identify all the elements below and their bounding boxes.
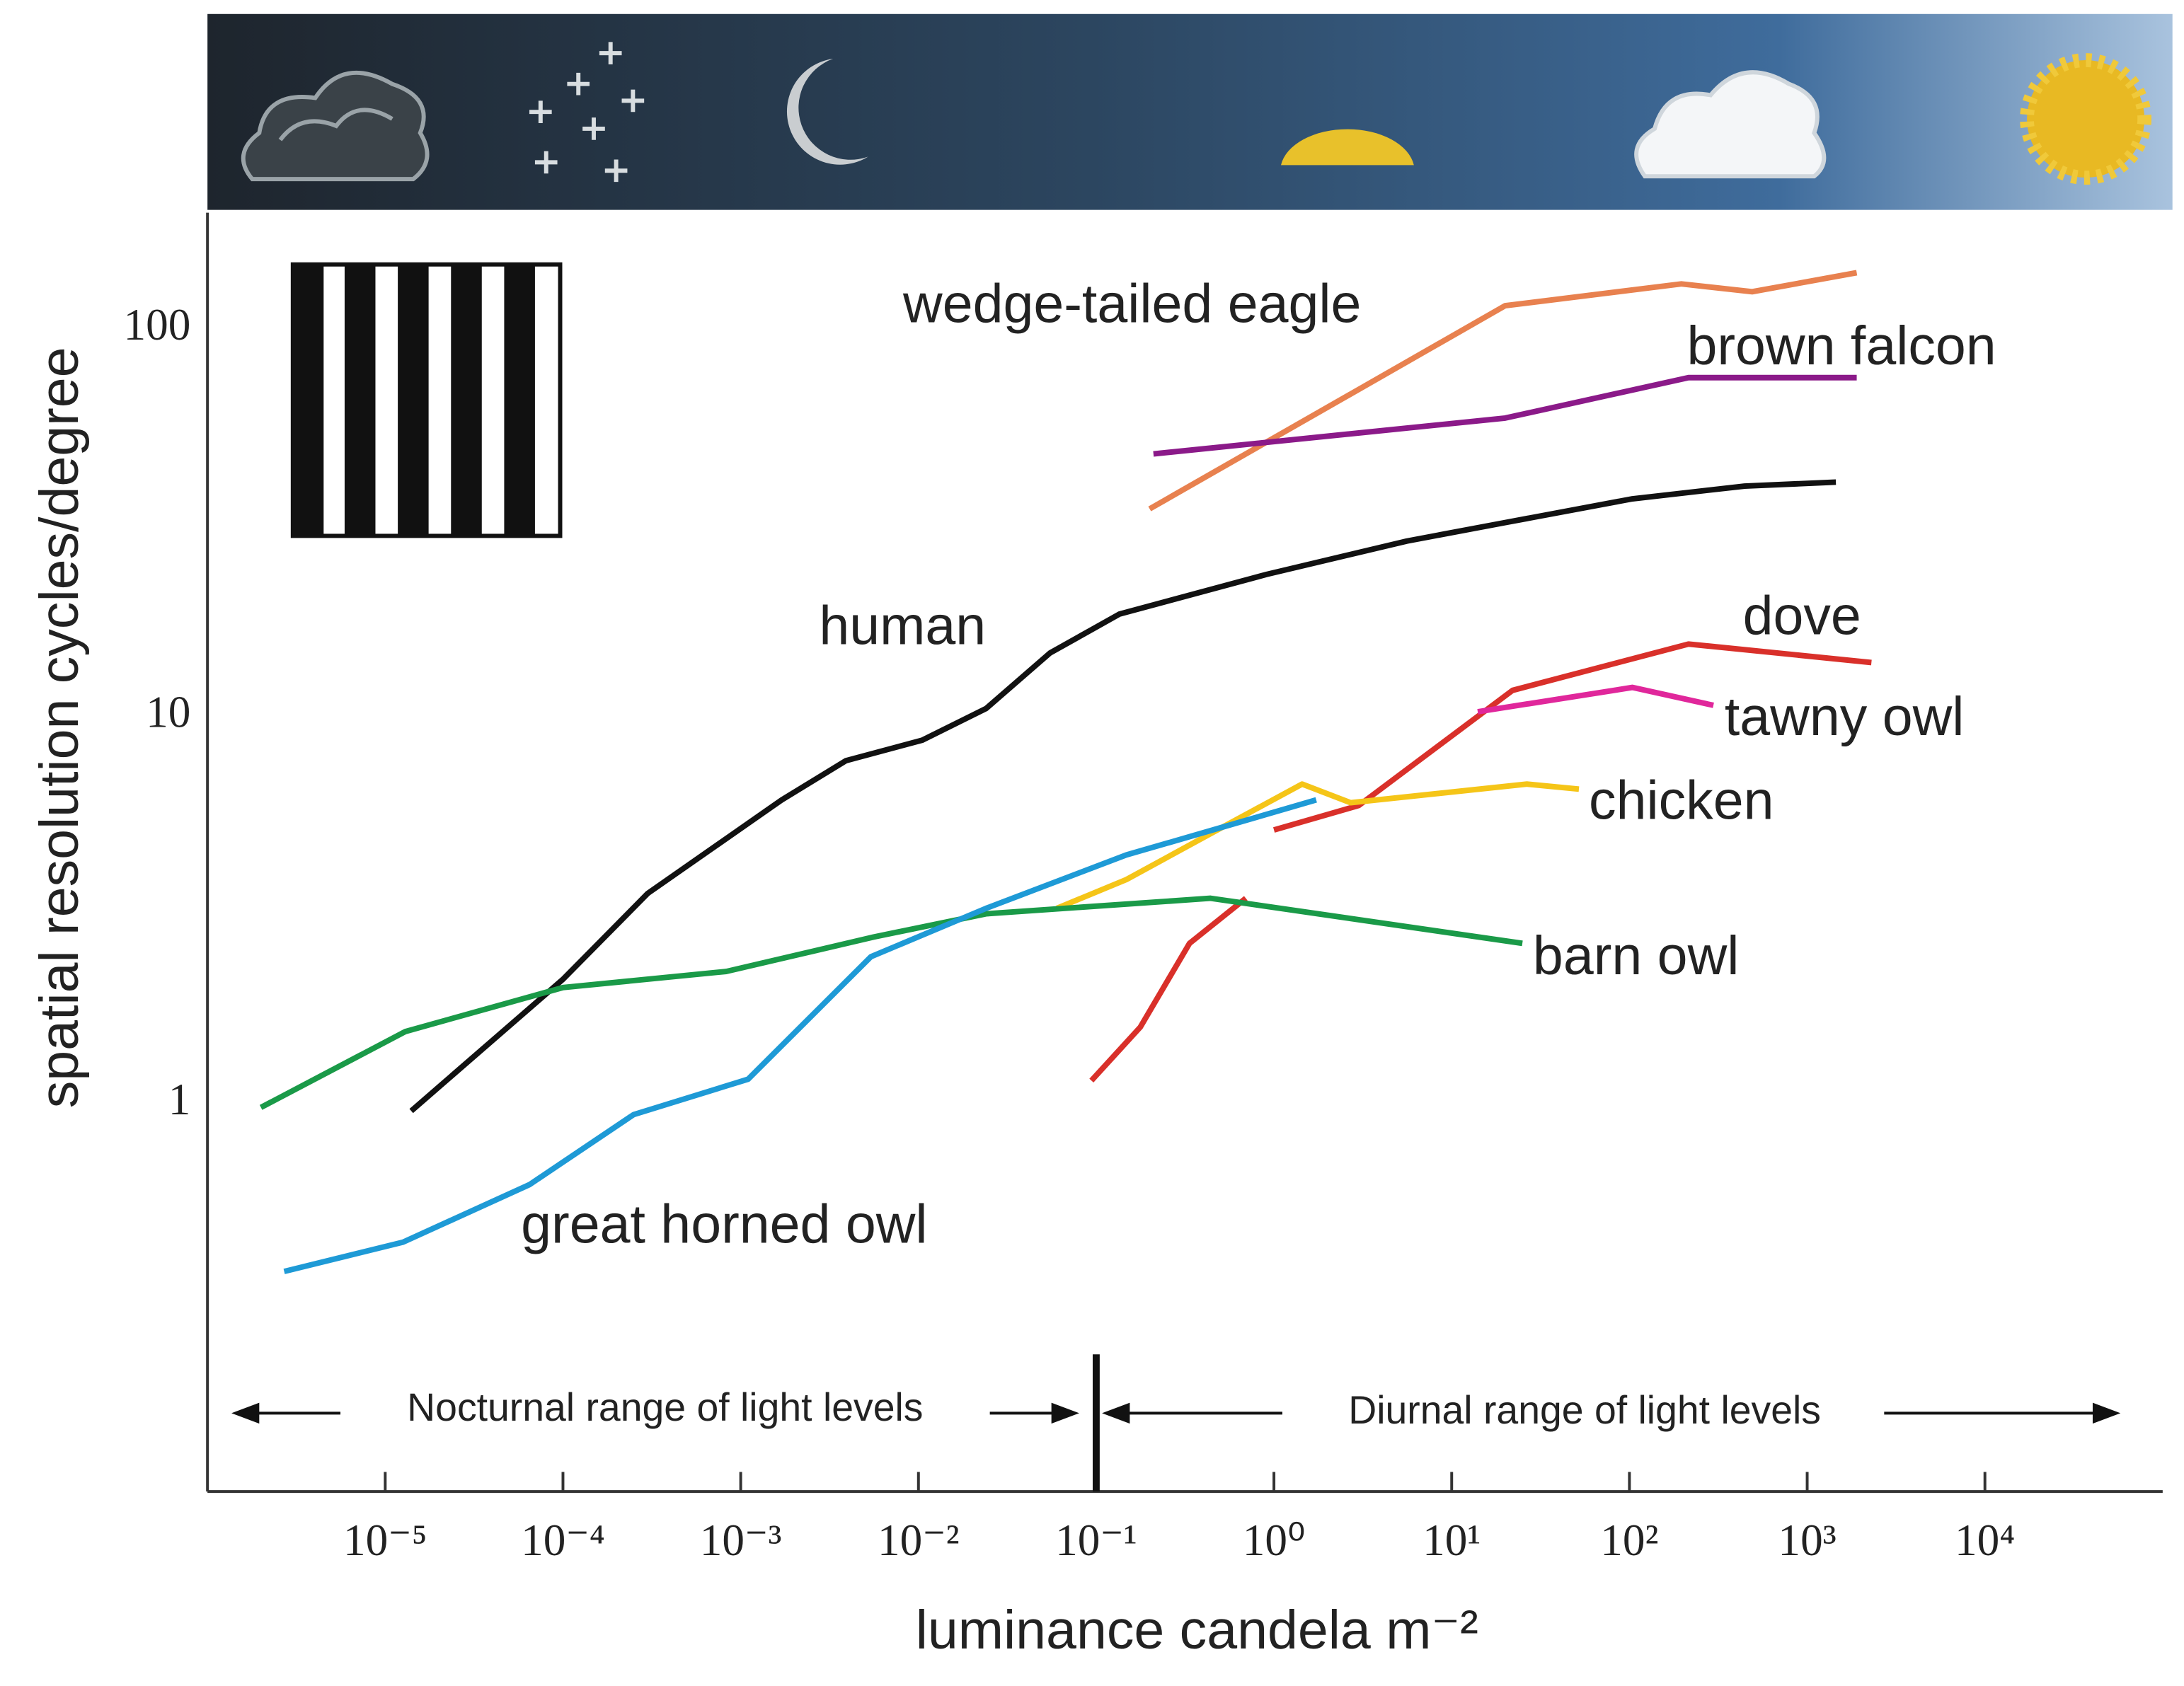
series-line bbox=[409, 479, 1837, 1114]
x-tick-label: 10¹ bbox=[1423, 1515, 1481, 1565]
sky-banner bbox=[207, 13, 2173, 210]
y-axis-label: spatial resolution cycles/degree bbox=[29, 347, 90, 1108]
grating-icon bbox=[290, 262, 563, 538]
series-label: tawny owl bbox=[1725, 686, 1965, 747]
series-label: barn owl bbox=[1533, 925, 1739, 986]
series-line bbox=[1153, 374, 1857, 457]
annotation: Diurnal range of light levels bbox=[1348, 1388, 1821, 1432]
y-tick-label: 1 bbox=[168, 1075, 191, 1124]
series-line bbox=[1089, 641, 1872, 1082]
series-line bbox=[1055, 781, 1580, 911]
series-label: human bbox=[819, 595, 986, 656]
x-tick-label: 10³ bbox=[1778, 1515, 1836, 1565]
series-line bbox=[283, 797, 1317, 1274]
x-tick-label: 10⁻² bbox=[878, 1515, 960, 1565]
y-tick-label: 10 bbox=[146, 688, 190, 737]
series-line bbox=[1148, 270, 1858, 512]
series-label: great horned owl bbox=[521, 1194, 927, 1255]
y-tick-label: 100 bbox=[124, 300, 191, 350]
x-axis-label: luminance candela m⁻² bbox=[916, 1600, 1478, 1661]
sun bbox=[2020, 53, 2152, 185]
moon bbox=[786, 59, 868, 165]
series-label: dove bbox=[1743, 585, 1861, 646]
x-tick-label: 10⁻⁴ bbox=[521, 1515, 605, 1565]
series-label: chicken bbox=[1589, 770, 1774, 831]
x-tick-label: 10⁰ bbox=[1243, 1515, 1306, 1565]
x-tick-label: 10⁻³ bbox=[700, 1515, 782, 1565]
x-tick-label: 10⁻⁵ bbox=[343, 1515, 427, 1565]
x-tick-label: 10⁻¹ bbox=[1055, 1515, 1137, 1565]
range-arrows bbox=[231, 1402, 2121, 1424]
series-label: wedge-tailed eagle bbox=[902, 273, 1361, 334]
series-line bbox=[259, 895, 1523, 1110]
x-tick-label: 10⁴ bbox=[1955, 1515, 2015, 1565]
cloud bbox=[1634, 70, 1827, 179]
series-label: brown falcon bbox=[1686, 316, 1996, 376]
x-tick-label: 10² bbox=[1600, 1515, 1658, 1565]
sunrise bbox=[1280, 129, 1414, 166]
stars bbox=[529, 42, 645, 183]
annotation: Nocturnal range of light levels bbox=[407, 1385, 923, 1429]
series-line bbox=[1477, 684, 1714, 715]
